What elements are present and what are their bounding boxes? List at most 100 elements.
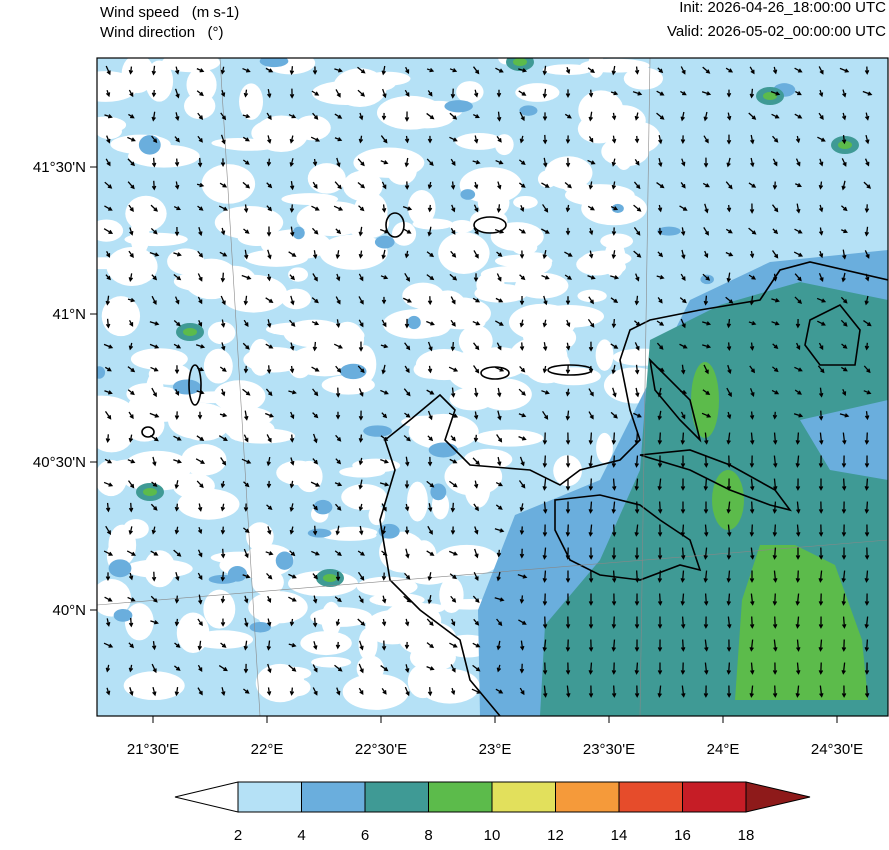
wind-arrow [817, 320, 826, 326]
colorbar-cell [682, 781, 747, 813]
wind-arrow [542, 204, 549, 213]
wind-arrow [610, 275, 620, 280]
wind-arrow [357, 550, 365, 556]
wind-arrow [773, 478, 778, 491]
lon-label: 23°E [479, 741, 512, 758]
wind-arrow [450, 664, 456, 673]
wind-arrow [796, 203, 801, 214]
wind-arrow [427, 135, 433, 144]
wind-arrow [243, 527, 250, 533]
wind-arrow [588, 662, 594, 675]
wind-arrow [381, 65, 386, 76]
lon-label: 23°30'E [583, 741, 635, 758]
wind-arrow [542, 570, 548, 583]
wind-arrow [471, 688, 482, 694]
wind-arrow [495, 67, 504, 73]
wind-arrow [334, 503, 342, 511]
wind-arrow [151, 157, 157, 168]
wind-arrow [334, 137, 343, 142]
wind-arrow [495, 481, 504, 487]
wind-arrow [196, 68, 205, 73]
wind-arrow [265, 297, 274, 303]
wind-arrow [174, 136, 180, 143]
wind-arrow [818, 272, 824, 283]
wind-arrow [496, 111, 502, 122]
wind-arrow [149, 252, 160, 257]
wind-arrow [357, 571, 365, 581]
wind-arrow [358, 388, 364, 397]
calm-area [623, 67, 664, 90]
wind-arrow [726, 478, 732, 491]
wind-arrow [750, 432, 755, 445]
wind-arrow [381, 249, 386, 260]
wind-arrow [749, 411, 755, 420]
wind-arrow [633, 204, 642, 212]
wind-arrow [265, 412, 275, 418]
wind-arrow [152, 456, 157, 467]
wind-arrow [379, 482, 390, 487]
wind-arrow [772, 547, 778, 560]
calm-area [601, 136, 650, 167]
wind-arrow [519, 250, 525, 259]
wind-arrow [497, 181, 502, 190]
wind-arrow [657, 204, 663, 213]
wind-arrow [565, 410, 571, 421]
wind-arrow [864, 204, 870, 214]
wind-arrow [197, 549, 203, 558]
calm-area [207, 321, 236, 345]
wind-arrow [864, 570, 869, 583]
wind-arrow [680, 501, 686, 514]
speed-patch [374, 235, 395, 249]
wind-arrow [289, 135, 294, 144]
wind-arrow [335, 641, 341, 650]
wind-arrow [634, 616, 640, 629]
wind-arrow [541, 228, 550, 234]
wind-arrow [494, 228, 505, 234]
colorbar-cell [364, 781, 429, 813]
wind-arrow [611, 318, 617, 329]
wind-arrow [565, 66, 571, 75]
lat-label: 41°30'N [33, 159, 86, 176]
wind-arrow [335, 618, 341, 627]
wind-arrow [841, 639, 847, 652]
wind-arrow [106, 135, 111, 144]
wind-arrow [726, 112, 732, 121]
wind-arrow [795, 90, 802, 96]
wind-arrow [588, 111, 593, 122]
wind-arrow [473, 342, 480, 351]
wind-arrow [726, 319, 732, 329]
wind-arrow [680, 411, 686, 420]
wind-arrow [196, 390, 205, 395]
wind-arrow [405, 548, 410, 559]
wind-arrow [772, 158, 778, 167]
wind-arrow [772, 273, 778, 282]
wind-arrow [473, 571, 479, 582]
wind-arrow [818, 570, 823, 583]
wind-arrow [864, 226, 870, 237]
wind-arrow [266, 480, 272, 489]
wind-arrow [103, 343, 114, 349]
wind-arrow [818, 89, 824, 98]
wind-arrow [635, 387, 640, 398]
wind-arrow [151, 571, 157, 582]
wind-arrow [588, 639, 594, 652]
wind-arrow [611, 478, 617, 491]
calm-area [474, 283, 528, 303]
wind-arrow [450, 250, 457, 258]
calm-area [307, 163, 346, 194]
wind-arrow [565, 570, 571, 583]
wind-arrow [427, 456, 433, 467]
wind-arrow [241, 274, 252, 280]
wind-arrow [702, 182, 710, 188]
wind-arrow [381, 550, 388, 556]
calm-area [260, 229, 331, 260]
colorbar-label: 16 [674, 827, 691, 844]
calm-area [534, 305, 605, 328]
wind-arrow [818, 639, 823, 652]
wind-arrow [266, 205, 273, 212]
wind-arrow [404, 135, 410, 144]
wind-arrow [795, 432, 801, 445]
wind-arrow [220, 158, 226, 168]
wind-arrow [772, 181, 778, 190]
wind-arrow [473, 387, 479, 398]
